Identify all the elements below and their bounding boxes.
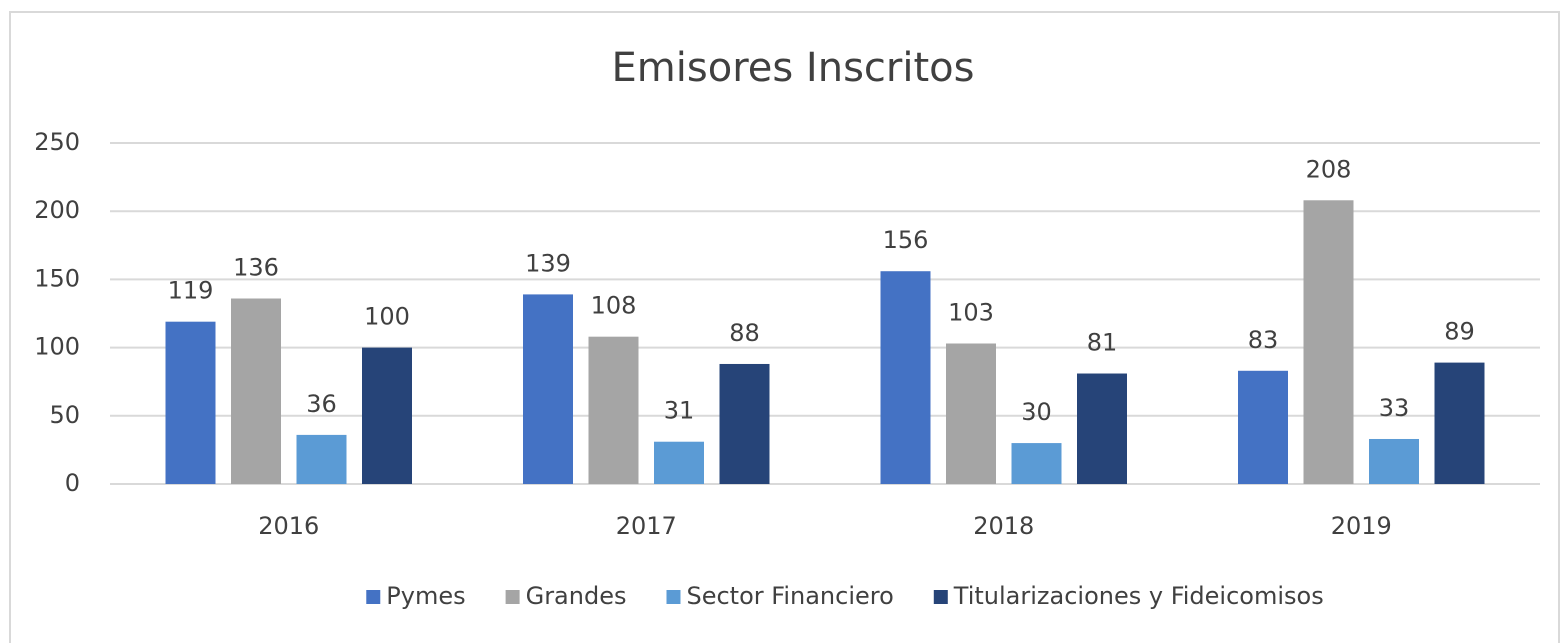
data-label: 88 bbox=[729, 319, 760, 347]
bar bbox=[1238, 370, 1288, 484]
data-label: 83 bbox=[1248, 326, 1279, 354]
bar bbox=[1077, 373, 1127, 484]
y-tick-label: 50 bbox=[49, 401, 80, 429]
legend-swatch bbox=[933, 590, 948, 604]
bar bbox=[362, 347, 412, 484]
legend-label: Titularizaciones y Fideicomisos bbox=[953, 582, 1324, 610]
y-tick-label: 150 bbox=[34, 264, 80, 292]
bar bbox=[1434, 362, 1485, 484]
data-label: 36 bbox=[306, 390, 337, 418]
bar bbox=[719, 363, 770, 484]
legend-item: Titularizaciones y Fideicomisos bbox=[933, 582, 1324, 610]
legend-swatch bbox=[666, 590, 681, 604]
data-label: 208 bbox=[1306, 155, 1352, 183]
y-tick-label: 250 bbox=[34, 128, 80, 156]
legend-swatch bbox=[505, 590, 520, 604]
legend-item: Grandes bbox=[505, 582, 627, 610]
legend-item: Pymes bbox=[366, 582, 466, 610]
data-label: 33 bbox=[1379, 394, 1410, 422]
data-label: 119 bbox=[168, 277, 214, 305]
bar bbox=[231, 298, 281, 484]
data-label: 103 bbox=[948, 299, 994, 327]
bar bbox=[880, 271, 931, 484]
data-label: 156 bbox=[883, 226, 929, 254]
bar bbox=[654, 441, 704, 484]
legend-swatch bbox=[366, 590, 381, 604]
bar bbox=[523, 294, 573, 484]
data-label: 108 bbox=[591, 292, 637, 320]
y-tick-label: 0 bbox=[65, 469, 80, 497]
data-label: 136 bbox=[233, 253, 279, 281]
x-tick-label: 2018 bbox=[973, 512, 1034, 540]
data-label: 31 bbox=[664, 397, 695, 425]
bar bbox=[165, 321, 216, 484]
bar bbox=[296, 434, 347, 484]
data-label: 100 bbox=[364, 303, 410, 331]
data-label: 81 bbox=[1087, 329, 1118, 357]
data-label: 139 bbox=[525, 249, 571, 277]
data-label: 30 bbox=[1021, 398, 1052, 426]
legend-label: Grandes bbox=[526, 582, 627, 610]
legend-item: Sector Financiero bbox=[666, 582, 894, 610]
bar bbox=[1303, 200, 1354, 484]
data-label: 89 bbox=[1444, 318, 1475, 346]
bar bbox=[588, 336, 639, 484]
x-tick-label: 2019 bbox=[1331, 512, 1392, 540]
legend-label: Sector Financiero bbox=[686, 582, 893, 610]
x-tick-label: 2017 bbox=[616, 512, 677, 540]
y-tick-label: 100 bbox=[34, 333, 80, 361]
bar bbox=[1369, 438, 1419, 484]
x-tick-label: 2016 bbox=[258, 512, 319, 540]
legend-label: Pymes bbox=[386, 582, 465, 610]
y-tick-label: 200 bbox=[34, 196, 80, 224]
bar bbox=[1011, 443, 1062, 484]
chart-title: Emisores Inscritos bbox=[612, 45, 975, 91]
bar bbox=[946, 343, 996, 484]
